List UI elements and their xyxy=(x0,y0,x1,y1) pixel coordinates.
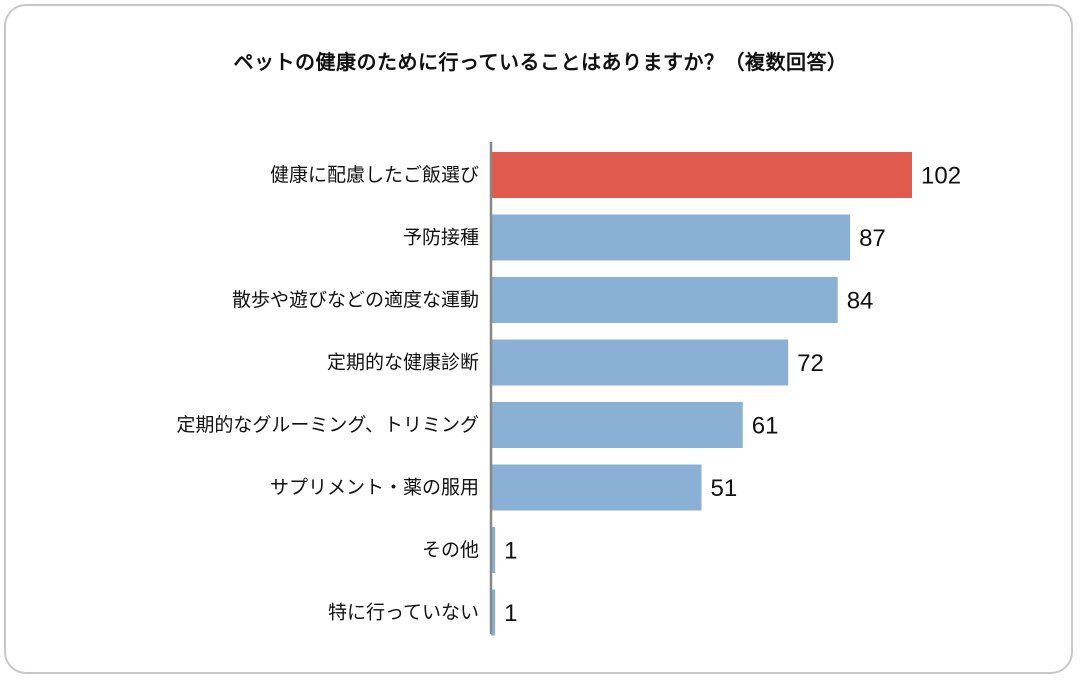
category-label: サプリメント・薬の服用 xyxy=(270,477,479,499)
value-label: 61 xyxy=(752,413,779,440)
value-label: 84 xyxy=(847,288,874,315)
bar-4 xyxy=(491,402,743,448)
category-label: 散歩や遊びなどの適度な運動 xyxy=(232,289,479,311)
category-label: 特に行っていない xyxy=(328,602,479,624)
value-label: 72 xyxy=(797,350,824,377)
bar-2 xyxy=(491,277,838,323)
chart-frame xyxy=(4,4,1073,674)
value-label: 102 xyxy=(921,163,961,190)
bar-5 xyxy=(491,464,702,511)
category-label: 定期的な健康診断 xyxy=(327,352,479,374)
bar-6 xyxy=(491,527,496,573)
bar-0 xyxy=(491,152,912,198)
value-label: 87 xyxy=(859,225,886,252)
bar-1 xyxy=(491,214,851,261)
bar-3 xyxy=(491,339,789,386)
value-label: 1 xyxy=(504,538,517,565)
bar-7 xyxy=(491,589,496,636)
value-label: 51 xyxy=(711,475,738,502)
chart-title: ペットの健康のために行っていることはありますか？（複数回答） xyxy=(233,50,848,74)
value-label: 1 xyxy=(504,600,517,627)
category-label: 定期的なグルーミング、トリミング xyxy=(176,414,479,436)
category-label: 予防接種 xyxy=(403,227,479,249)
category-label: 健康に配慮したご飯選び xyxy=(270,164,479,186)
category-label: その他 xyxy=(422,539,479,561)
